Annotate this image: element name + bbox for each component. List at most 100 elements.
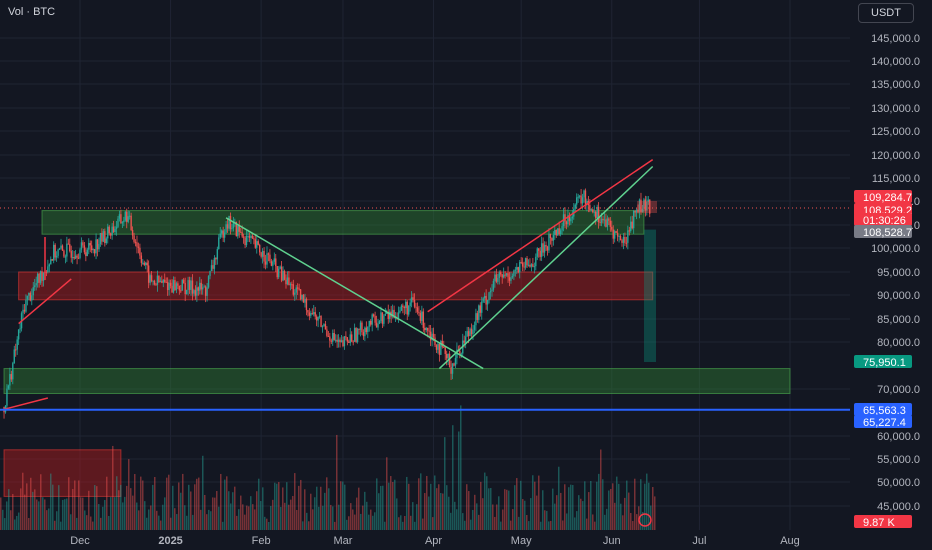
candle-body: [510, 277, 512, 281]
volume-bar: [162, 504, 164, 530]
volume-bar: [266, 518, 268, 530]
candle-body: [114, 228, 116, 232]
candle-body: [536, 248, 538, 257]
volume-bar: [558, 466, 560, 530]
candle-body: [101, 232, 103, 242]
volume-bar: [414, 521, 416, 530]
candle-body: [337, 339, 340, 342]
candle-body: [108, 226, 110, 234]
candle-body: [538, 248, 540, 251]
candle-body: [580, 195, 582, 204]
candle-body: [22, 309, 24, 314]
volume-bar: [406, 476, 408, 530]
volume-bar: [170, 517, 172, 530]
candle-body: [616, 232, 619, 237]
candle-body: [203, 286, 205, 288]
candle-body: [578, 195, 581, 197]
candle-body: [631, 221, 633, 229]
candle-body: [529, 264, 531, 267]
candle-body: [472, 329, 474, 335]
volume-bar: [80, 497, 82, 530]
volume-bar: [158, 515, 160, 530]
candle-body: [467, 331, 470, 337]
volume-bar: [386, 457, 388, 530]
volume-bar: [546, 510, 548, 530]
volume-bar: [0, 497, 2, 530]
candle-body: [177, 283, 179, 286]
volume-bar: [460, 405, 462, 530]
volume-bar: [392, 482, 394, 530]
candle-body: [409, 302, 411, 306]
volume-bar: [646, 473, 648, 530]
candle-body: [558, 228, 560, 235]
volume-bar: [654, 496, 656, 530]
candle-body: [147, 265, 150, 283]
candle-body: [38, 273, 40, 283]
candle-body: [384, 313, 387, 316]
candle-body: [380, 312, 382, 322]
volume-bar: [364, 491, 366, 530]
candle-body: [156, 275, 159, 285]
candle-body: [174, 280, 176, 290]
candle-body: [39, 271, 42, 283]
price-label-bg: [854, 225, 912, 238]
candle-body: [527, 264, 530, 266]
candle-body: [276, 266, 278, 278]
volume-bar: [440, 493, 442, 530]
volume-bar: [290, 499, 292, 530]
candle-body: [397, 312, 400, 319]
volume-bar: [614, 502, 616, 530]
candle-body: [109, 233, 112, 236]
candle-body: [612, 229, 614, 239]
candle-body: [574, 204, 576, 209]
candle-body: [71, 256, 74, 258]
candle-body: [285, 279, 287, 285]
volume-bar: [594, 521, 596, 530]
candle-body: [143, 262, 145, 266]
candle-body: [485, 296, 487, 305]
candle-body: [69, 244, 71, 252]
candle-body: [120, 214, 122, 224]
volume-bar: [324, 492, 326, 530]
candle-body: [304, 298, 306, 303]
candle-body: [83, 245, 86, 253]
volume-bar: [68, 477, 70, 530]
candle-body: [48, 264, 51, 267]
candle-body: [283, 270, 286, 280]
zone-demand-red: [18, 271, 654, 301]
chart-title: Vol · BTC: [8, 6, 56, 18]
volume-bar: [582, 501, 584, 530]
volume-bar: [316, 486, 318, 530]
candle-body: [644, 199, 647, 211]
candle-body: [140, 255, 143, 263]
candle-body: [126, 211, 128, 222]
candle-body: [263, 250, 265, 262]
volume-bar: [180, 492, 182, 530]
volume-bar: [610, 488, 612, 530]
currency-button[interactable]: USDT: [858, 3, 914, 23]
volume-bar: [12, 493, 14, 530]
candle-body: [28, 292, 30, 296]
volume-bar: [192, 514, 194, 530]
candle-body: [294, 292, 296, 295]
candle-body: [159, 281, 162, 283]
volume-bar: [112, 445, 114, 530]
candle-body: [383, 315, 385, 324]
candle-body: [634, 210, 636, 213]
volume-bar: [178, 482, 180, 530]
volume-bar: [410, 515, 412, 530]
candle-body: [570, 218, 572, 222]
candle-body: [79, 249, 81, 259]
candle-body: [45, 271, 48, 273]
volume-bar: [580, 498, 582, 530]
candle-body: [618, 235, 620, 237]
candle-body: [481, 301, 483, 313]
volume-bar: [260, 501, 262, 530]
candle-body: [310, 313, 312, 316]
volume-bar: [140, 476, 142, 530]
candle-body: [10, 374, 13, 380]
volume-bar: [198, 477, 200, 530]
candle-body: [58, 248, 61, 250]
y-tick-label: 95,000.0: [877, 267, 920, 279]
